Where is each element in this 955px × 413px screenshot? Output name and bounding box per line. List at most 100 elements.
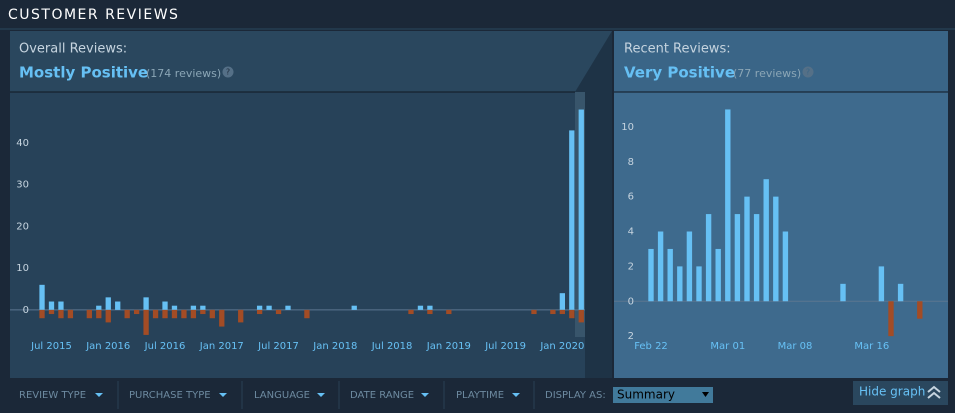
bar: [256, 305, 263, 310]
x-tick-label: Jul 2017: [257, 341, 299, 352]
filter[interactable]: PLAYTIME: [456, 390, 504, 401]
select-arrow[interactable]: [702, 392, 709, 397]
y-tick-label: 0: [628, 296, 634, 307]
bar: [427, 309, 433, 315]
bar: [96, 305, 102, 310]
bar: [569, 130, 575, 310]
bar: [569, 309, 575, 319]
y-tick-label: 2: [628, 261, 634, 272]
help-mark[interactable]: ?: [806, 68, 810, 77]
bar: [285, 305, 291, 310]
bar: [86, 309, 92, 319]
x-tick-label: Mar 08: [778, 341, 813, 352]
hide-graph-button[interactable]: [853, 381, 948, 405]
filter[interactable]: REVIEW TYPE: [19, 390, 86, 401]
bar: [878, 266, 885, 302]
bar: [209, 309, 215, 319]
bar: [58, 309, 64, 319]
bar: [773, 196, 779, 302]
x-tick-label: Jan 2020: [539, 341, 584, 352]
x-tick-label: Mar 16: [854, 341, 889, 352]
bar: [351, 305, 357, 310]
filter-bar: [10, 380, 948, 409]
bar: [725, 109, 731, 302]
bar: [550, 309, 556, 315]
bar: [446, 309, 452, 315]
bar: [48, 309, 55, 315]
bar: [162, 301, 168, 310]
bar: [427, 305, 433, 310]
bar: [39, 284, 45, 310]
y-tick-label: 8: [628, 157, 634, 168]
bar: [190, 305, 197, 310]
bar: [677, 266, 683, 302]
filter[interactable]: LANGUAGE: [254, 390, 310, 401]
bar: [417, 305, 424, 310]
hide-graph-label[interactable]: Hide graph: [859, 385, 925, 399]
bar: [105, 297, 111, 310]
y-tick-label: 6: [628, 192, 634, 203]
bar: [115, 301, 121, 310]
bar: [840, 283, 846, 302]
help-icon[interactable]: [222, 66, 234, 78]
x-tick-label: Jul 2019: [484, 341, 526, 352]
bar: [67, 309, 74, 319]
display-select[interactable]: [613, 387, 713, 403]
bar: [238, 309, 244, 323]
bar: [162, 309, 168, 319]
bar: [39, 309, 45, 319]
bar: [152, 309, 159, 319]
y-tick-label: 0: [23, 305, 29, 316]
bar: [657, 231, 664, 302]
chevron[interactable]: [927, 385, 941, 393]
bar: [578, 309, 584, 323]
filter[interactable]: DATE RANGE: [350, 390, 414, 401]
bar: [578, 109, 584, 310]
bar: [705, 214, 712, 302]
display-value[interactable]: Summary: [617, 388, 675, 402]
display-label: DISPLAY AS:: [545, 390, 606, 401]
bar: [171, 305, 178, 310]
x-tick-label: Jul 2018: [371, 341, 413, 352]
y-tick-label: 30: [16, 180, 29, 191]
section-title: CUSTOMER REVIEWS: [8, 7, 179, 23]
bar: [275, 309, 282, 315]
y-tick-label: 20: [16, 221, 29, 232]
dropdown-arrow[interactable]: [219, 393, 227, 397]
bar: [782, 231, 789, 302]
bar: [531, 309, 537, 315]
dropdown-arrow[interactable]: [317, 393, 325, 397]
help-mark[interactable]: ?: [226, 68, 230, 77]
bar: [408, 309, 414, 315]
bar: [753, 214, 760, 302]
bar: [124, 309, 130, 319]
x-tick-label: Jan 2018: [312, 341, 357, 352]
dropdown-arrow[interactable]: [512, 393, 520, 397]
recent-count: (77 reviews): [733, 67, 801, 80]
overall-chart-bg: [10, 92, 585, 378]
bar: [667, 248, 673, 302]
dropdown-arrow[interactable]: [95, 393, 103, 397]
recent-label: Recent Reviews:: [624, 42, 731, 57]
bar: [181, 309, 187, 319]
help-icon[interactable]: [802, 66, 814, 78]
x-tick-label: Jan 2017: [199, 341, 244, 352]
overall-count: (174 reviews): [146, 67, 221, 80]
bar: [190, 309, 197, 319]
bar: [744, 196, 750, 302]
bar: [200, 309, 206, 315]
y-tick-label: 10: [621, 122, 634, 133]
filter[interactable]: PURCHASE TYPE: [129, 390, 211, 401]
y-tick-label: 40: [16, 138, 29, 149]
dropdown-arrow[interactable]: [421, 393, 429, 397]
bar: [133, 309, 140, 315]
bar: [715, 248, 721, 302]
bar: [266, 305, 272, 310]
bar: [256, 309, 263, 315]
chevron[interactable]: [927, 391, 941, 399]
bar: [917, 301, 923, 319]
bar: [105, 309, 111, 323]
bar: [686, 231, 693, 302]
bar: [200, 305, 206, 310]
